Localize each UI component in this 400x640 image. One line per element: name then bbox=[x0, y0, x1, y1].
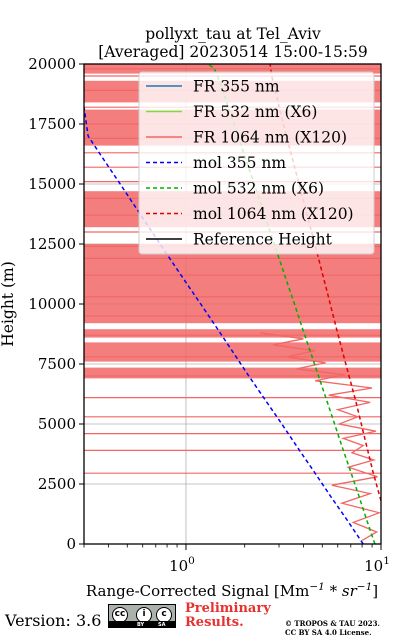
footer: Version: 3.6 cc i c BY SA Preliminary Res… bbox=[0, 600, 400, 640]
fr-1064-noise-band bbox=[84, 244, 381, 324]
y-tick-label: 10000 bbox=[28, 295, 76, 313]
x-tick-label: 100 bbox=[169, 555, 195, 575]
copyright-line1: © TROPOS & TAU 2023. bbox=[285, 619, 380, 628]
legend: FR 355 nm FR 532 nm (X6) FR 1064 nm (X120)… bbox=[138, 71, 375, 255]
y-axis-label: Height (m) bbox=[0, 261, 17, 347]
series-line bbox=[84, 107, 364, 544]
x-axis-label-end: ] bbox=[372, 582, 378, 600]
cc-by-label: BY bbox=[137, 622, 145, 628]
cc-license-badge: cc i c BY SA bbox=[108, 604, 176, 628]
legend-box bbox=[138, 71, 375, 255]
preliminary-line2: Results. bbox=[185, 615, 244, 630]
y-tick-label: 20000 bbox=[28, 55, 76, 73]
x-axis-label-sup1: −1 bbox=[309, 581, 324, 593]
x-axis-label-sup2: −1 bbox=[357, 581, 372, 593]
legend-entry: mol 532 nm (X6) bbox=[193, 180, 324, 198]
x-tick-label: 101 bbox=[364, 555, 390, 575]
fr-1064-noise-band bbox=[84, 367, 381, 379]
copyright-line2: CC BY SA 4.0 License. bbox=[285, 627, 372, 637]
y-tick-label: 17500 bbox=[28, 115, 76, 133]
y-tick-label: 15000 bbox=[28, 175, 76, 193]
copyright-label: © TROPOS & TAU 2023. CC BY SA 4.0 Licens… bbox=[285, 619, 380, 637]
y-tick-label: 7500 bbox=[38, 355, 76, 373]
x-axis-ticks: 100 101 bbox=[83, 544, 390, 575]
cc-sa-label: SA bbox=[158, 622, 166, 628]
x-axis-label-text: Range-Corrected Signal [Mm bbox=[86, 582, 309, 600]
chart-title-line1: pollyxt_tau at Tel_Aviv bbox=[145, 25, 321, 43]
fr-1064-noise-band bbox=[84, 329, 381, 338]
y-axis-ticks: 0 2500 5000 7500 10000 12500 15000 17500 20000 bbox=[28, 55, 84, 553]
lidar-profile-chart: pollyxt_tau at Tel_Aviv [Averaged] 20230… bbox=[0, 25, 390, 600]
legend-entry: FR 532 nm (X6) bbox=[193, 103, 317, 121]
fr-1064-profile bbox=[260, 332, 381, 541]
x-axis-label: Range-Corrected Signal [Mm−1 * sr−1] bbox=[86, 581, 378, 600]
y-tick-label: 0 bbox=[66, 535, 76, 553]
chart-title-line2: [Averaged] 20230514 15:00-15:59 bbox=[98, 43, 368, 61]
legend-entry: mol 355 nm bbox=[193, 154, 286, 172]
x-axis-label-mid: * sr bbox=[325, 582, 358, 600]
legend-entry: mol 1064 nm (X120) bbox=[193, 205, 354, 223]
version-label: Version: 3.6 bbox=[5, 611, 102, 630]
y-tick-label: 5000 bbox=[38, 415, 76, 433]
y-tick-label: 12500 bbox=[28, 235, 76, 253]
preliminary-line1: Preliminary bbox=[185, 601, 271, 616]
legend-entry: FR 355 nm bbox=[193, 78, 280, 96]
cc-icon: cc bbox=[112, 607, 128, 623]
preliminary-results-label: Preliminary Results. bbox=[185, 602, 271, 630]
y-tick-label: 2500 bbox=[38, 475, 76, 493]
legend-entry: FR 1064 nm (X120) bbox=[193, 129, 347, 147]
legend-entry: Reference Height bbox=[193, 231, 333, 249]
